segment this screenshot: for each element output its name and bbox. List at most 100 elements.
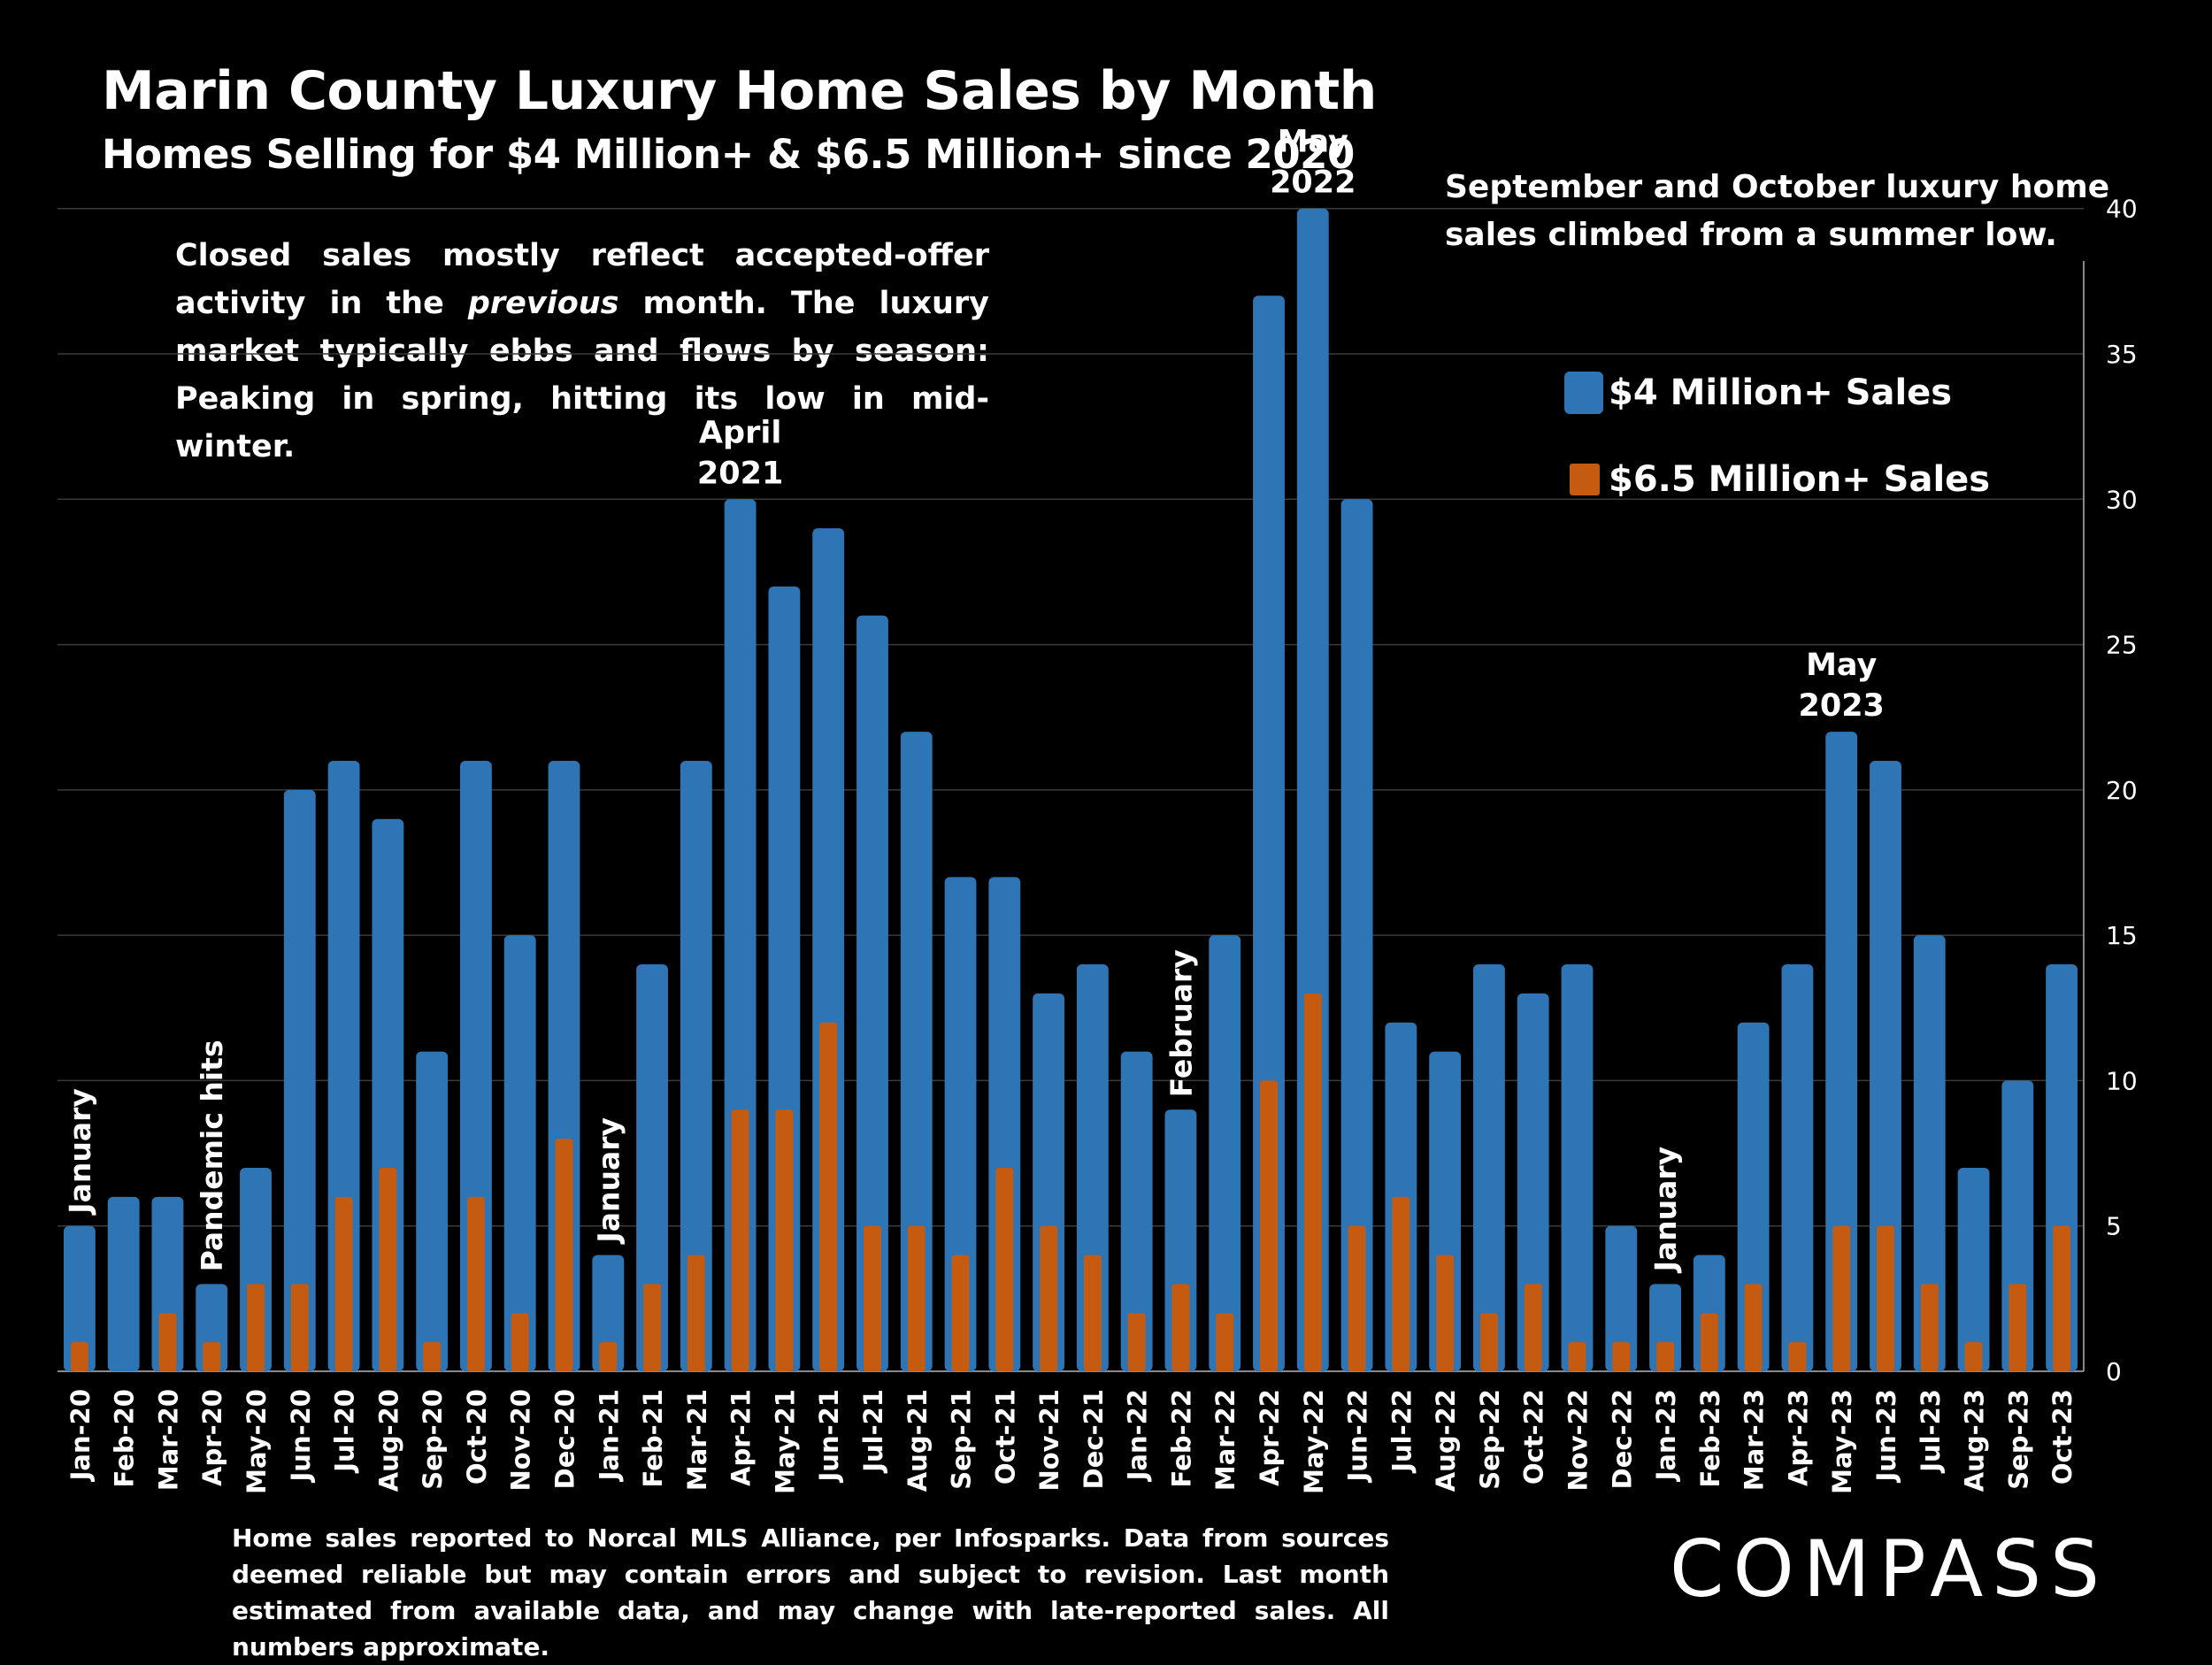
bar-4m-Jun-20 [283,789,316,1371]
bar-6-5m-Jul-22 [1392,1196,1410,1371]
annotation-2: January [591,1117,626,1245]
x-tick-label-Mar-21: Mar-21 [682,1389,712,1491]
legend-label-6-5m: $6.5 Million+ Sales [1609,459,1991,500]
x-tick-label-Jun-22: Jun-22 [1343,1389,1373,1483]
x-tick-label-Mar-23: Mar-23 [1740,1389,1770,1491]
bar-4m-Feb-20 [107,1196,140,1371]
bar-6-5m-Nov-21 [1040,1225,1058,1371]
legend: $4 Million+ Sales $6.5 Million+ Sales [1564,366,1990,540]
bar-6-5m-Aug-21 [907,1225,926,1371]
bar-4m-Sep-22 [1473,964,1505,1371]
y-tick-label-30: 30 [2106,485,2138,514]
x-tick-label-Jun-23: Jun-23 [1871,1389,1901,1483]
x-tick-label-Sep-20: Sep-20 [418,1389,448,1490]
bar-6-5m-Jun-21 [819,1022,838,1371]
x-tick-label-Apr-21: Apr-21 [726,1389,757,1486]
annotation-3-line2: 2021 [697,456,783,491]
recent-trend-note: September and October luxury home sales … [1445,169,2110,253]
legend-label-4m: $4 Million+ Sales [1609,372,1953,413]
bar-4m-Jun-22 [1340,499,1373,1371]
y-tick-label-15: 15 [2106,921,2138,950]
bar-4m-Jun-23 [1870,761,1901,1371]
bar-6-5m-Apr-21 [731,1109,749,1371]
source-footnote: Home sales reported to Norcal MLS Allian… [232,1523,1389,1661]
bar-6-5m-Nov-20 [511,1313,529,1371]
x-tick-label-Nov-22: Nov-22 [1563,1389,1594,1492]
bar-6-5m-Jan-21 [599,1342,618,1371]
bar-6-5m-Feb-21 [643,1284,662,1371]
bar-6-5m-Nov-22 [1568,1342,1586,1371]
bar-6-5m-May-20 [247,1284,265,1371]
legend-item-6-5m: $6.5 Million+ Sales [1564,453,1990,506]
bar-6-5m-Mar-22 [1216,1313,1234,1371]
x-tick-label-Jul-23: Jul-23 [1916,1389,1946,1474]
bar-6-5m-Sep-21 [951,1255,970,1371]
y-tick-label-10: 10 [2106,1066,2138,1095]
bar-6-5m-Jul-21 [864,1225,881,1371]
bar-6-5m-Mar-23 [1744,1284,1763,1371]
y-tick-label-5: 5 [2106,1212,2122,1241]
bar-4m-Dec-22 [1605,1225,1638,1371]
bar-4m-Aug-23 [1957,1168,1990,1371]
x-tick-label-Sep-21: Sep-21 [947,1389,977,1490]
bar-4m-Jul-23 [1913,935,1946,1371]
bar-6-5m-Oct-20 [466,1196,485,1371]
x-tick-label-Jan-21: Jan-21 [594,1389,624,1482]
x-tick-label-Jan-23: Jan-23 [1651,1389,1681,1482]
chart-title: Marin County Luxury Home Sales by Month [102,60,1377,122]
x-tick-label-Jan-22: Jan-22 [1123,1389,1153,1482]
x-tick-label-May-22: May-22 [1299,1389,1329,1494]
x-tick-label-Jun-20: Jun-20 [286,1389,316,1483]
bar-4m-Mar-21 [680,761,712,1371]
bar-4m-Apr-23 [1781,964,1814,1371]
annotation-4: February [1164,949,1198,1097]
bar-6-5m-Jan-22 [1127,1313,1146,1371]
x-tick-label-Oct-20: Oct-20 [462,1389,492,1485]
bar-6-5m-Aug-20 [379,1168,397,1371]
y-tick-label-0: 0 [2106,1357,2122,1386]
x-tick-label-Feb-21: Feb-21 [638,1389,668,1487]
compass-logo-text: COMPASS [1670,1523,2108,1612]
annotation-5-line2: 2022 [1270,165,1356,201]
x-tick-label-Sep-23: Sep-23 [2003,1389,2033,1490]
bar-4m-Sep-21 [944,877,977,1371]
bar-6-5m-Feb-23 [1700,1313,1718,1371]
x-tick-label-Feb-22: Feb-22 [1166,1389,1196,1487]
x-tick-label-Sep-22: Sep-22 [1475,1389,1505,1490]
compass-logo: COMPASS [1670,1523,2108,1612]
seasonality-note-start: Closed sales mostly reflect accepted-off… [175,238,989,321]
x-tick-label-Apr-20: Apr-20 [197,1389,227,1486]
bar-4m-Jan-21 [592,1255,625,1371]
x-tick-label-Dec-20: Dec-20 [550,1389,580,1489]
bar-6-5m-Apr-22 [1260,1080,1278,1371]
bar-6-5m-Dec-20 [555,1139,573,1371]
x-tick-label-Apr-22: Apr-22 [1255,1389,1285,1486]
bar-4m-Mar-23 [1737,1022,1770,1371]
y-tick-label-25: 25 [2106,631,2138,660]
seasonality-note-italic: previous [467,286,619,321]
x-tick-label-Nov-20: Nov-20 [506,1389,536,1492]
x-tick-label-Mar-20: Mar-20 [153,1389,183,1491]
annotation-3-line1: April [699,415,781,450]
legend-item-4m: $4 Million+ Sales [1564,366,1990,419]
legend-swatch-6-5m [1570,464,1600,495]
bar-4m-Mar-22 [1209,935,1241,1371]
bar-6-5m-Aug-23 [1964,1342,1983,1371]
bar-6-5m-Aug-22 [1436,1255,1455,1371]
bar-4m-Nov-22 [1561,964,1594,1371]
x-tick-label-Aug-22: Aug-22 [1431,1389,1461,1492]
bar-4m-Oct-22 [1517,993,1549,1371]
annotation-7-line1: May [1806,648,1877,683]
chart-subtitle: Homes Selling for $4 Million+ & $6.5 Mil… [102,131,1355,178]
bar-4m-Feb-21 [636,964,668,1371]
x-tick-label-Jul-22: Jul-22 [1386,1389,1417,1474]
x-tick-label-Mar-22: Mar-22 [1210,1389,1240,1491]
bar-4m-Sep-20 [416,1051,449,1371]
x-tick-label-Oct-22: Oct-22 [1519,1389,1549,1485]
bar-6-5m-Jan-23 [1656,1342,1675,1371]
bar-6-5m-Oct-22 [1524,1284,1542,1371]
x-tick-label-May-21: May-21 [770,1389,800,1494]
bar-4m-Jan-22 [1120,1051,1153,1371]
x-tick-label-Jul-20: Jul-20 [330,1389,360,1474]
